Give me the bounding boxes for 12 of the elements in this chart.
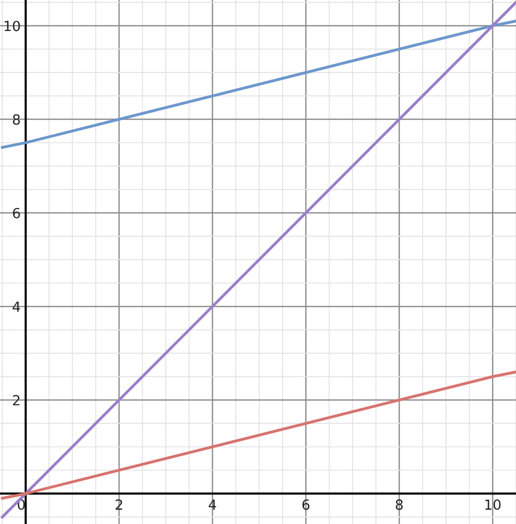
y-tick-label: 6: [12, 208, 20, 218]
x-tick-label: 4: [208, 500, 216, 510]
y-tick-label: 4: [12, 302, 20, 312]
line-series: [0, 370, 516, 500]
y-tick-label: 2: [13, 394, 20, 406]
line-series: [0, 20, 516, 149]
x-tick-label: 8: [396, 499, 403, 510]
y-tick-label: 8: [12, 114, 20, 125]
x-tick-label: 6: [302, 499, 310, 510]
x-tick-label: 2: [116, 499, 122, 510]
x-tick-label: 10: [485, 499, 501, 510]
y-tick-label: 10: [4, 20, 20, 32]
